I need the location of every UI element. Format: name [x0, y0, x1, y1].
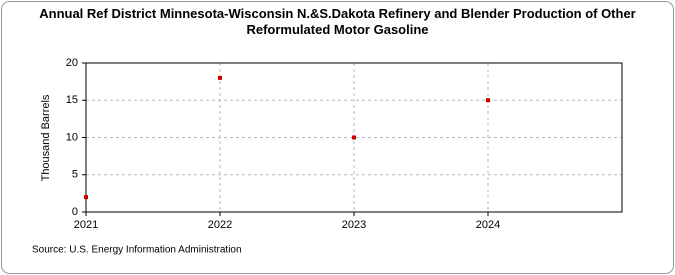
point [486, 98, 490, 103]
x-tick-label: 2023 [342, 219, 366, 231]
point [352, 135, 356, 140]
point [218, 75, 222, 80]
y-tick-label: 0 [72, 206, 78, 218]
x-tick-label: 2024 [476, 219, 500, 231]
chart-title: Annual Ref District Minnesota-Wisconsin … [39, 6, 636, 37]
y-axis-label: Thousand Barrels [40, 94, 52, 181]
plot-frame [85, 62, 623, 213]
y-tick-label: 15 [66, 94, 78, 106]
point [84, 195, 88, 200]
y-tick-label: 20 [66, 57, 78, 69]
source-note: Source: U.S. Energy Information Administ… [32, 245, 242, 256]
y-tick-label: 5 [72, 169, 78, 181]
y-tick-label: 10 [66, 131, 78, 143]
x-tick-label: 2021 [74, 219, 98, 231]
x-tick-label: 2022 [208, 219, 232, 231]
